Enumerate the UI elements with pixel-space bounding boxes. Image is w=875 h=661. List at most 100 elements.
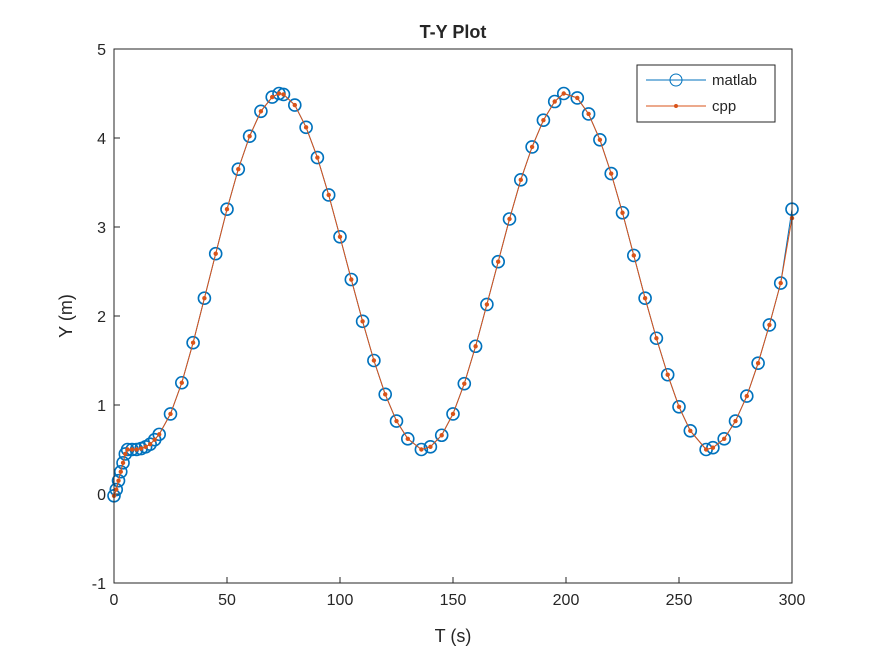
data-point-cpp — [654, 336, 659, 341]
data-point-cpp — [190, 340, 196, 345]
legend-cpp-marker — [674, 104, 678, 108]
data-point-matlab — [570, 91, 585, 105]
data-point-matlab — [378, 387, 393, 402]
data-point-cpp — [755, 360, 761, 366]
data-point-cpp — [147, 441, 153, 447]
data-point-cpp — [703, 447, 709, 452]
data-point-cpp — [507, 216, 512, 222]
plot-area — [114, 49, 792, 583]
data-point-matlab — [389, 414, 404, 428]
data-point-cpp — [224, 207, 230, 212]
data-point-matlab — [513, 173, 528, 187]
data-point-cpp — [529, 144, 535, 150]
data-point-cpp — [383, 392, 388, 397]
data-point-cpp — [371, 358, 377, 363]
data-point-matlab — [615, 205, 630, 220]
plot-frame — [113, 48, 793, 584]
data-point-cpp — [575, 95, 580, 101]
data-point-cpp — [744, 393, 749, 399]
data-point-matlab — [604, 166, 619, 181]
data-point-cpp — [439, 433, 444, 438]
data-point-matlab — [175, 375, 189, 390]
x-tick-label: 150 — [440, 592, 467, 609]
data-point-cpp — [609, 171, 614, 176]
legend-box — [636, 64, 776, 123]
data-point-cpp — [631, 253, 636, 258]
data-point-matlab — [367, 353, 381, 368]
data-point-matlab — [152, 427, 166, 442]
data-point-cpp — [586, 111, 591, 117]
data-point-matlab — [333, 229, 347, 244]
data-point-cpp — [129, 447, 135, 452]
data-point-cpp — [473, 344, 478, 349]
data-point-matlab — [446, 407, 460, 421]
data-point-matlab — [728, 414, 743, 428]
data-point-cpp — [168, 411, 173, 417]
data-point-matlab — [457, 376, 472, 391]
data-point-matlab — [717, 432, 732, 446]
data-point-matlab — [468, 339, 483, 354]
data-point-matlab — [773, 276, 788, 290]
data-point-matlab — [626, 248, 641, 263]
data-point-cpp — [213, 251, 218, 256]
data-point-matlab — [197, 291, 212, 306]
data-point-cpp — [292, 102, 297, 108]
y-tick-label: -1 — [92, 576, 106, 593]
data-point-cpp — [303, 125, 309, 130]
data-point-matlab — [143, 437, 157, 451]
x-tick-label: 200 — [553, 592, 580, 609]
data-point-cpp — [157, 432, 162, 437]
x-tick-label: 250 — [666, 592, 693, 609]
data-point-cpp — [179, 380, 184, 385]
y-tick-label: 2 — [97, 309, 106, 326]
data-point-cpp — [642, 296, 648, 301]
data-point-cpp — [518, 177, 523, 183]
data-point-matlab — [287, 98, 302, 112]
data-point-cpp — [281, 92, 286, 97]
data-point-matlab — [355, 314, 370, 329]
legend: matlab cpp — [636, 64, 776, 123]
data-point-matlab — [480, 297, 494, 312]
data-point-cpp — [270, 94, 275, 100]
legend-matlab-label: matlab — [712, 72, 757, 89]
data-point-cpp — [236, 166, 241, 172]
data-point-cpp — [428, 444, 433, 450]
data-point-cpp — [315, 155, 320, 160]
data-point-cpp — [116, 478, 121, 483]
data-point-matlab — [254, 104, 268, 119]
data-point-matlab — [762, 318, 777, 332]
y-tick-label: 4 — [97, 131, 106, 148]
data-point-matlab — [220, 202, 234, 216]
data-point-matlab — [400, 432, 415, 446]
data-point-cpp — [620, 210, 625, 215]
data-point-matlab — [638, 291, 652, 306]
data-point-matlab — [113, 464, 128, 479]
data-point-matlab — [186, 335, 200, 350]
data-point-cpp — [665, 372, 670, 377]
data-point-cpp — [733, 418, 738, 424]
data-point-cpp — [597, 137, 603, 142]
data-point-matlab — [116, 456, 130, 470]
data-point-matlab — [423, 440, 438, 454]
data-point-matlab — [414, 442, 429, 457]
data-point-cpp — [496, 259, 501, 264]
data-point-cpp — [138, 446, 144, 451]
x-axis-label: T (s) — [435, 626, 472, 646]
data-point-matlab — [321, 188, 336, 202]
x-tick-label: 300 — [779, 592, 806, 609]
data-point-cpp — [134, 447, 139, 452]
data-point-cpp — [394, 418, 399, 424]
data-point-matlab — [547, 94, 562, 109]
data-point-cpp — [778, 280, 783, 286]
data-point-matlab — [581, 107, 596, 121]
data-point-matlab — [751, 356, 765, 370]
data-point-matlab — [739, 389, 754, 403]
data-point-cpp — [258, 109, 264, 114]
data-point-matlab — [649, 331, 664, 346]
data-point-cpp — [143, 444, 148, 450]
data-point-cpp — [202, 296, 207, 301]
data-point-cpp — [120, 460, 126, 466]
data-point-cpp — [349, 277, 354, 282]
data-point-matlab — [525, 140, 539, 154]
